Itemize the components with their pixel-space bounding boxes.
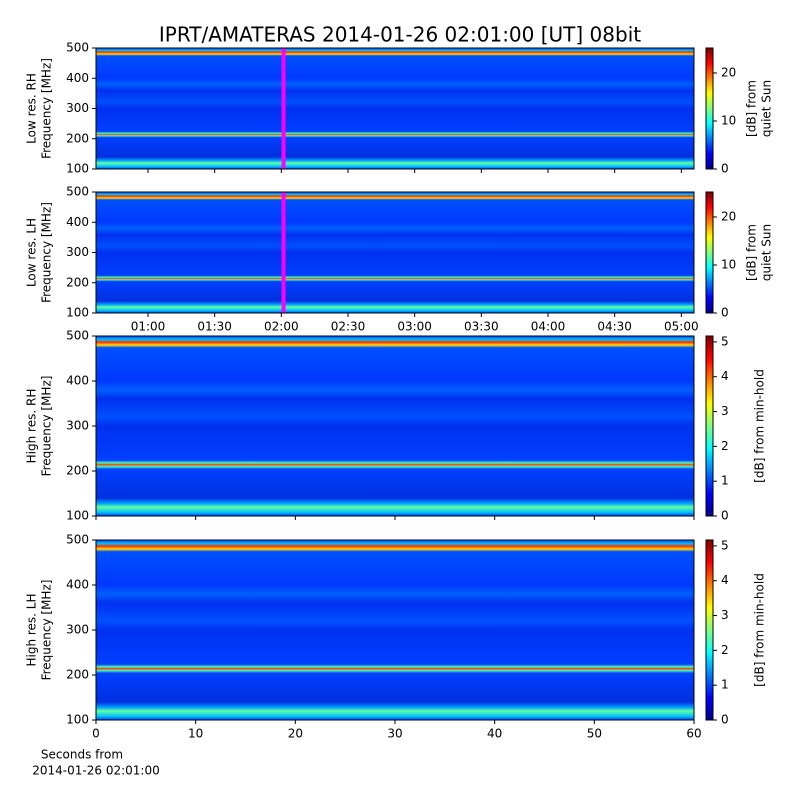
colorbar-tick-label: 20 <box>721 209 736 223</box>
colorbar-tick-label: 1 <box>721 678 729 692</box>
y-axis-label: Low res. RH <box>25 73 39 144</box>
colorbar-label: quiet Sun <box>760 80 774 137</box>
colorbar-tick-label: 0 <box>721 509 729 523</box>
x-tick-label: 03:00 <box>397 320 432 334</box>
y-axis-label: High res. RH <box>25 389 39 464</box>
x-tick-label: 10 <box>188 727 203 741</box>
y-tick-label: 100 <box>66 306 89 320</box>
x-tick-label: 0 <box>92 727 100 741</box>
y-axis-label: Frequency [MHz] <box>40 580 54 681</box>
y-tick-label: 400 <box>66 374 89 388</box>
colorbar-tick-label: 0 <box>721 162 729 176</box>
y-tick-label: 100 <box>66 713 89 727</box>
colorbar-tick-label: 5 <box>721 334 729 348</box>
y-tick-label: 200 <box>66 275 89 289</box>
colorbar-tick-label: 4 <box>721 573 729 587</box>
x-axis-label: 2014-01-26 02:01:00 <box>32 764 159 778</box>
x-tick-label: 40 <box>487 727 502 741</box>
colorbar-label: [dB] from <box>745 80 759 137</box>
y-tick-label: 500 <box>66 533 89 547</box>
colorbar-tick-label: 10 <box>721 113 736 127</box>
y-axis-label: Low res. LH <box>25 218 39 287</box>
x-tick-label: 01:30 <box>197 320 232 334</box>
spectrogram-image <box>96 336 694 516</box>
colorbar-label: [dB] from min-hold <box>753 573 767 687</box>
y-tick-label: 100 <box>66 509 89 523</box>
colorbar-label: [dB] from min-hold <box>753 369 767 483</box>
colorbar-tick-label: 5 <box>721 538 729 552</box>
colorbar-tick-label: 4 <box>721 369 729 383</box>
y-tick-label: 500 <box>66 329 89 343</box>
colorbar <box>705 335 714 517</box>
y-tick-label: 400 <box>66 578 89 592</box>
colorbar-tick-label: 2 <box>721 643 729 657</box>
y-tick-label: 100 <box>66 162 89 176</box>
x-tick-label: 01:00 <box>131 320 166 334</box>
y-tick-label: 400 <box>66 215 89 229</box>
y-tick-label: 300 <box>66 419 89 433</box>
colorbar-tick-label: 1 <box>721 474 729 488</box>
y-tick-label: 400 <box>66 71 89 85</box>
colorbar <box>705 47 714 170</box>
x-tick-label: 04:30 <box>597 320 632 334</box>
y-tick-label: 500 <box>66 185 89 199</box>
y-tick-label: 200 <box>66 668 89 682</box>
y-tick-label: 200 <box>66 131 89 145</box>
colorbar-tick-label: 20 <box>721 65 736 79</box>
x-tick-label: 60 <box>686 727 701 741</box>
x-tick-label: 04:00 <box>531 320 566 334</box>
x-tick-label: 30 <box>387 727 402 741</box>
x-tick-label: 02:30 <box>331 320 366 334</box>
y-tick-label: 200 <box>66 464 89 478</box>
colorbar <box>705 539 714 721</box>
y-tick-label: 300 <box>66 101 89 115</box>
x-tick-label: 02:00 <box>264 320 299 334</box>
colorbar-tick-label: 0 <box>721 713 729 727</box>
y-axis-label: Frequency [MHz] <box>40 376 54 477</box>
y-tick-label: 300 <box>66 245 89 259</box>
x-tick-label: 05:00 <box>664 320 699 334</box>
y-axis-label: Frequency [MHz] <box>40 202 54 303</box>
x-tick-label: 03:30 <box>464 320 499 334</box>
colorbar-tick-label: 10 <box>721 257 736 271</box>
chart-title: IPRT/AMATERAS 2014-01-26 02:01:00 [UT] 0… <box>159 23 641 47</box>
x-tick-label: 20 <box>288 727 303 741</box>
y-axis-label: High res. LH <box>25 593 39 666</box>
y-tick-label: 300 <box>66 623 89 637</box>
colorbar-tick-label: 0 <box>721 306 729 320</box>
y-axis-label: Frequency [MHz] <box>40 58 54 159</box>
spectrogram-image <box>96 48 694 169</box>
colorbar-label: quiet Sun <box>760 224 774 281</box>
x-tick-label: 50 <box>587 727 602 741</box>
colorbar-label: [dB] from <box>745 224 759 281</box>
spectrogram-image <box>96 540 694 720</box>
colorbar-tick-label: 3 <box>721 608 729 622</box>
colorbar <box>705 191 714 314</box>
colorbar-tick-label: 3 <box>721 404 729 418</box>
y-tick-label: 500 <box>66 41 89 55</box>
colorbar-tick-label: 2 <box>721 439 729 453</box>
x-axis-label: Seconds from <box>41 748 123 762</box>
spectrogram-image <box>96 192 694 313</box>
